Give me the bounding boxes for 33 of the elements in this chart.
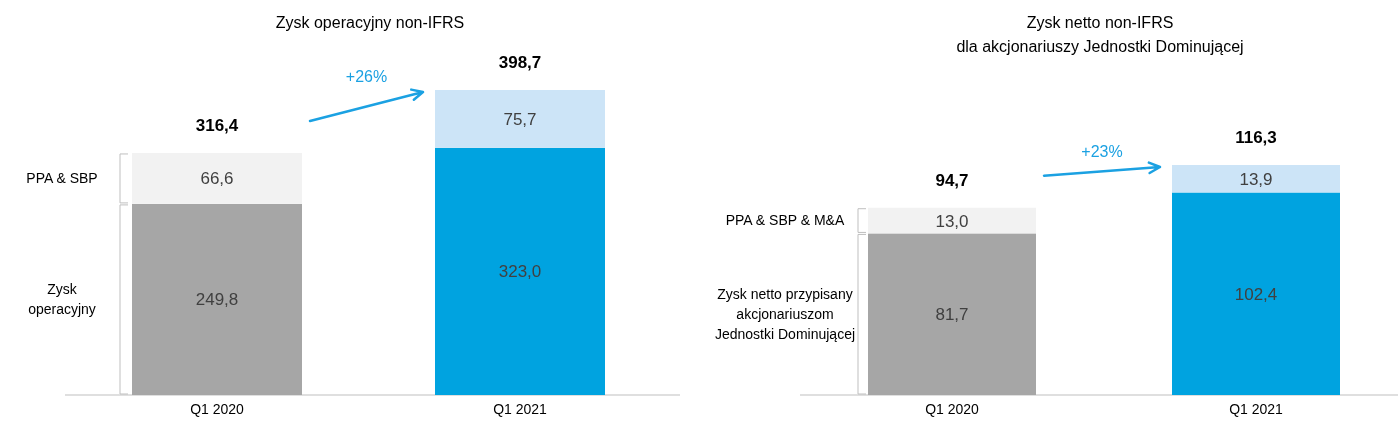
text: Zysk operacyjny (28, 281, 96, 318)
bar (435, 147, 605, 395)
data-label: 66,6 (200, 169, 234, 189)
chart-subtitle: dla akcjonariuszy Jednostki Dominującej (956, 38, 1244, 55)
chart-title: Zysk operacyjny non-IFRS (275, 14, 465, 31)
data-label: 13,0 (935, 211, 969, 231)
chart-title: Zysk netto non-IFRS (1026, 14, 1174, 31)
bar (132, 152, 302, 204)
bar (132, 203, 302, 395)
series-label: PPA & SBP & M&A (725, 212, 845, 229)
text: +23% (1081, 143, 1123, 160)
text: +26% (345, 68, 388, 85)
data-label: 249,8 (195, 290, 239, 310)
total-label: 94,7 (935, 170, 969, 190)
total-label: 316,4 (195, 115, 239, 135)
bar (1172, 165, 1340, 193)
data-label: 75,7 (503, 109, 537, 129)
series-label: Zysk netto przypisany akcjonariuszom Jednostki Dominującej (714, 286, 856, 343)
x-tick-label: Q1 2021 (493, 401, 548, 417)
data-label: 323,0 (498, 262, 542, 282)
text: PPA & SBP (26, 170, 98, 187)
x-tick-label: Q1 2021 (1229, 401, 1284, 417)
bar (1172, 192, 1340, 395)
total-label: 116,3 (1235, 128, 1277, 147)
bar (868, 233, 1036, 395)
bar (435, 90, 605, 148)
x-tick-label: Q1 2020 (925, 401, 980, 417)
data-label: 13,9 (1239, 169, 1273, 189)
x-tick-label: Q1 2020 (190, 401, 245, 417)
bar (868, 207, 1036, 234)
data-label: 102,4 (1234, 284, 1278, 304)
total-label: 398,7 (498, 53, 542, 72)
data-label: 81,7 (935, 305, 969, 325)
